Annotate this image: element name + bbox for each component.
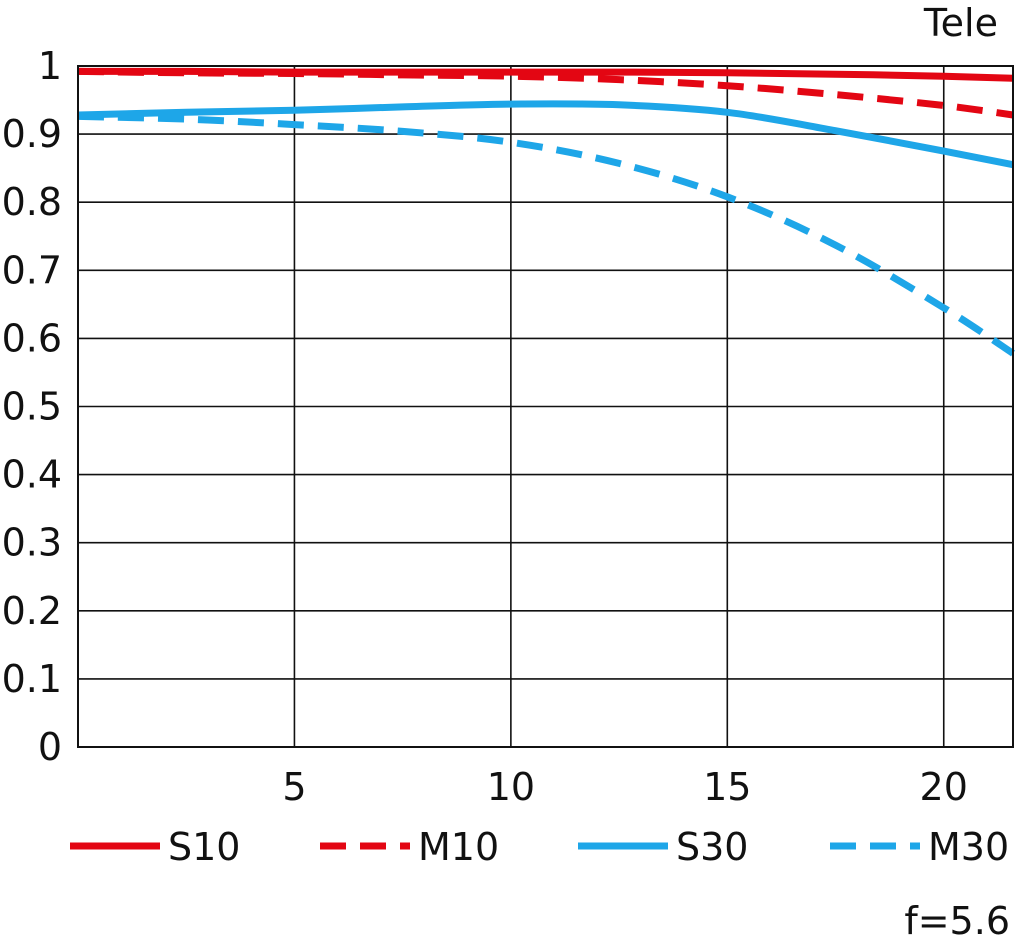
y-tick-labels: 0 0.1 0.2 0.3 0.4 0.5 0.6 0.7 0.8 0.9 1 [2,44,62,769]
aperture-note: f=5.6 [904,899,1010,943]
legend-label-s30: S30 [676,825,748,869]
y-tick-label: 0.8 [2,180,62,224]
series-line-m30 [77,112,1015,357]
y-tick-label: 0.1 [2,657,62,701]
series-line-s30 [77,100,1014,169]
y-tick-label: 0.5 [2,385,62,429]
y-tick-label: 0.2 [2,589,62,633]
legend-label-m30: M30 [928,825,1009,869]
y-tick-label: 0.6 [2,316,62,360]
legend-label-s10: S10 [168,825,240,869]
grid [78,65,1013,748]
x-tick-labels: 5 10 15 20 [282,765,968,809]
x-tick-label: 20 [920,765,968,809]
y-tick-label: 0.3 [2,521,62,565]
plot-frame [77,65,1014,748]
series-line-s10 [77,67,1014,82]
y-tick-label: 0 [38,725,62,769]
x-tick-label: 10 [487,765,535,809]
y-tick-label: 1 [38,44,62,88]
y-tick-label: 0.4 [2,453,62,497]
y-tick-label: 0.7 [2,248,62,292]
series-lines [77,67,1015,357]
y-tick-label: 0.9 [2,112,62,156]
x-tick-label: 5 [282,765,306,809]
legend: S10 M10 S30 M30 [70,825,1009,869]
chart-title: Tele [923,1,998,45]
legend-label-m10: M10 [418,825,499,869]
x-tick-label: 15 [703,765,751,809]
